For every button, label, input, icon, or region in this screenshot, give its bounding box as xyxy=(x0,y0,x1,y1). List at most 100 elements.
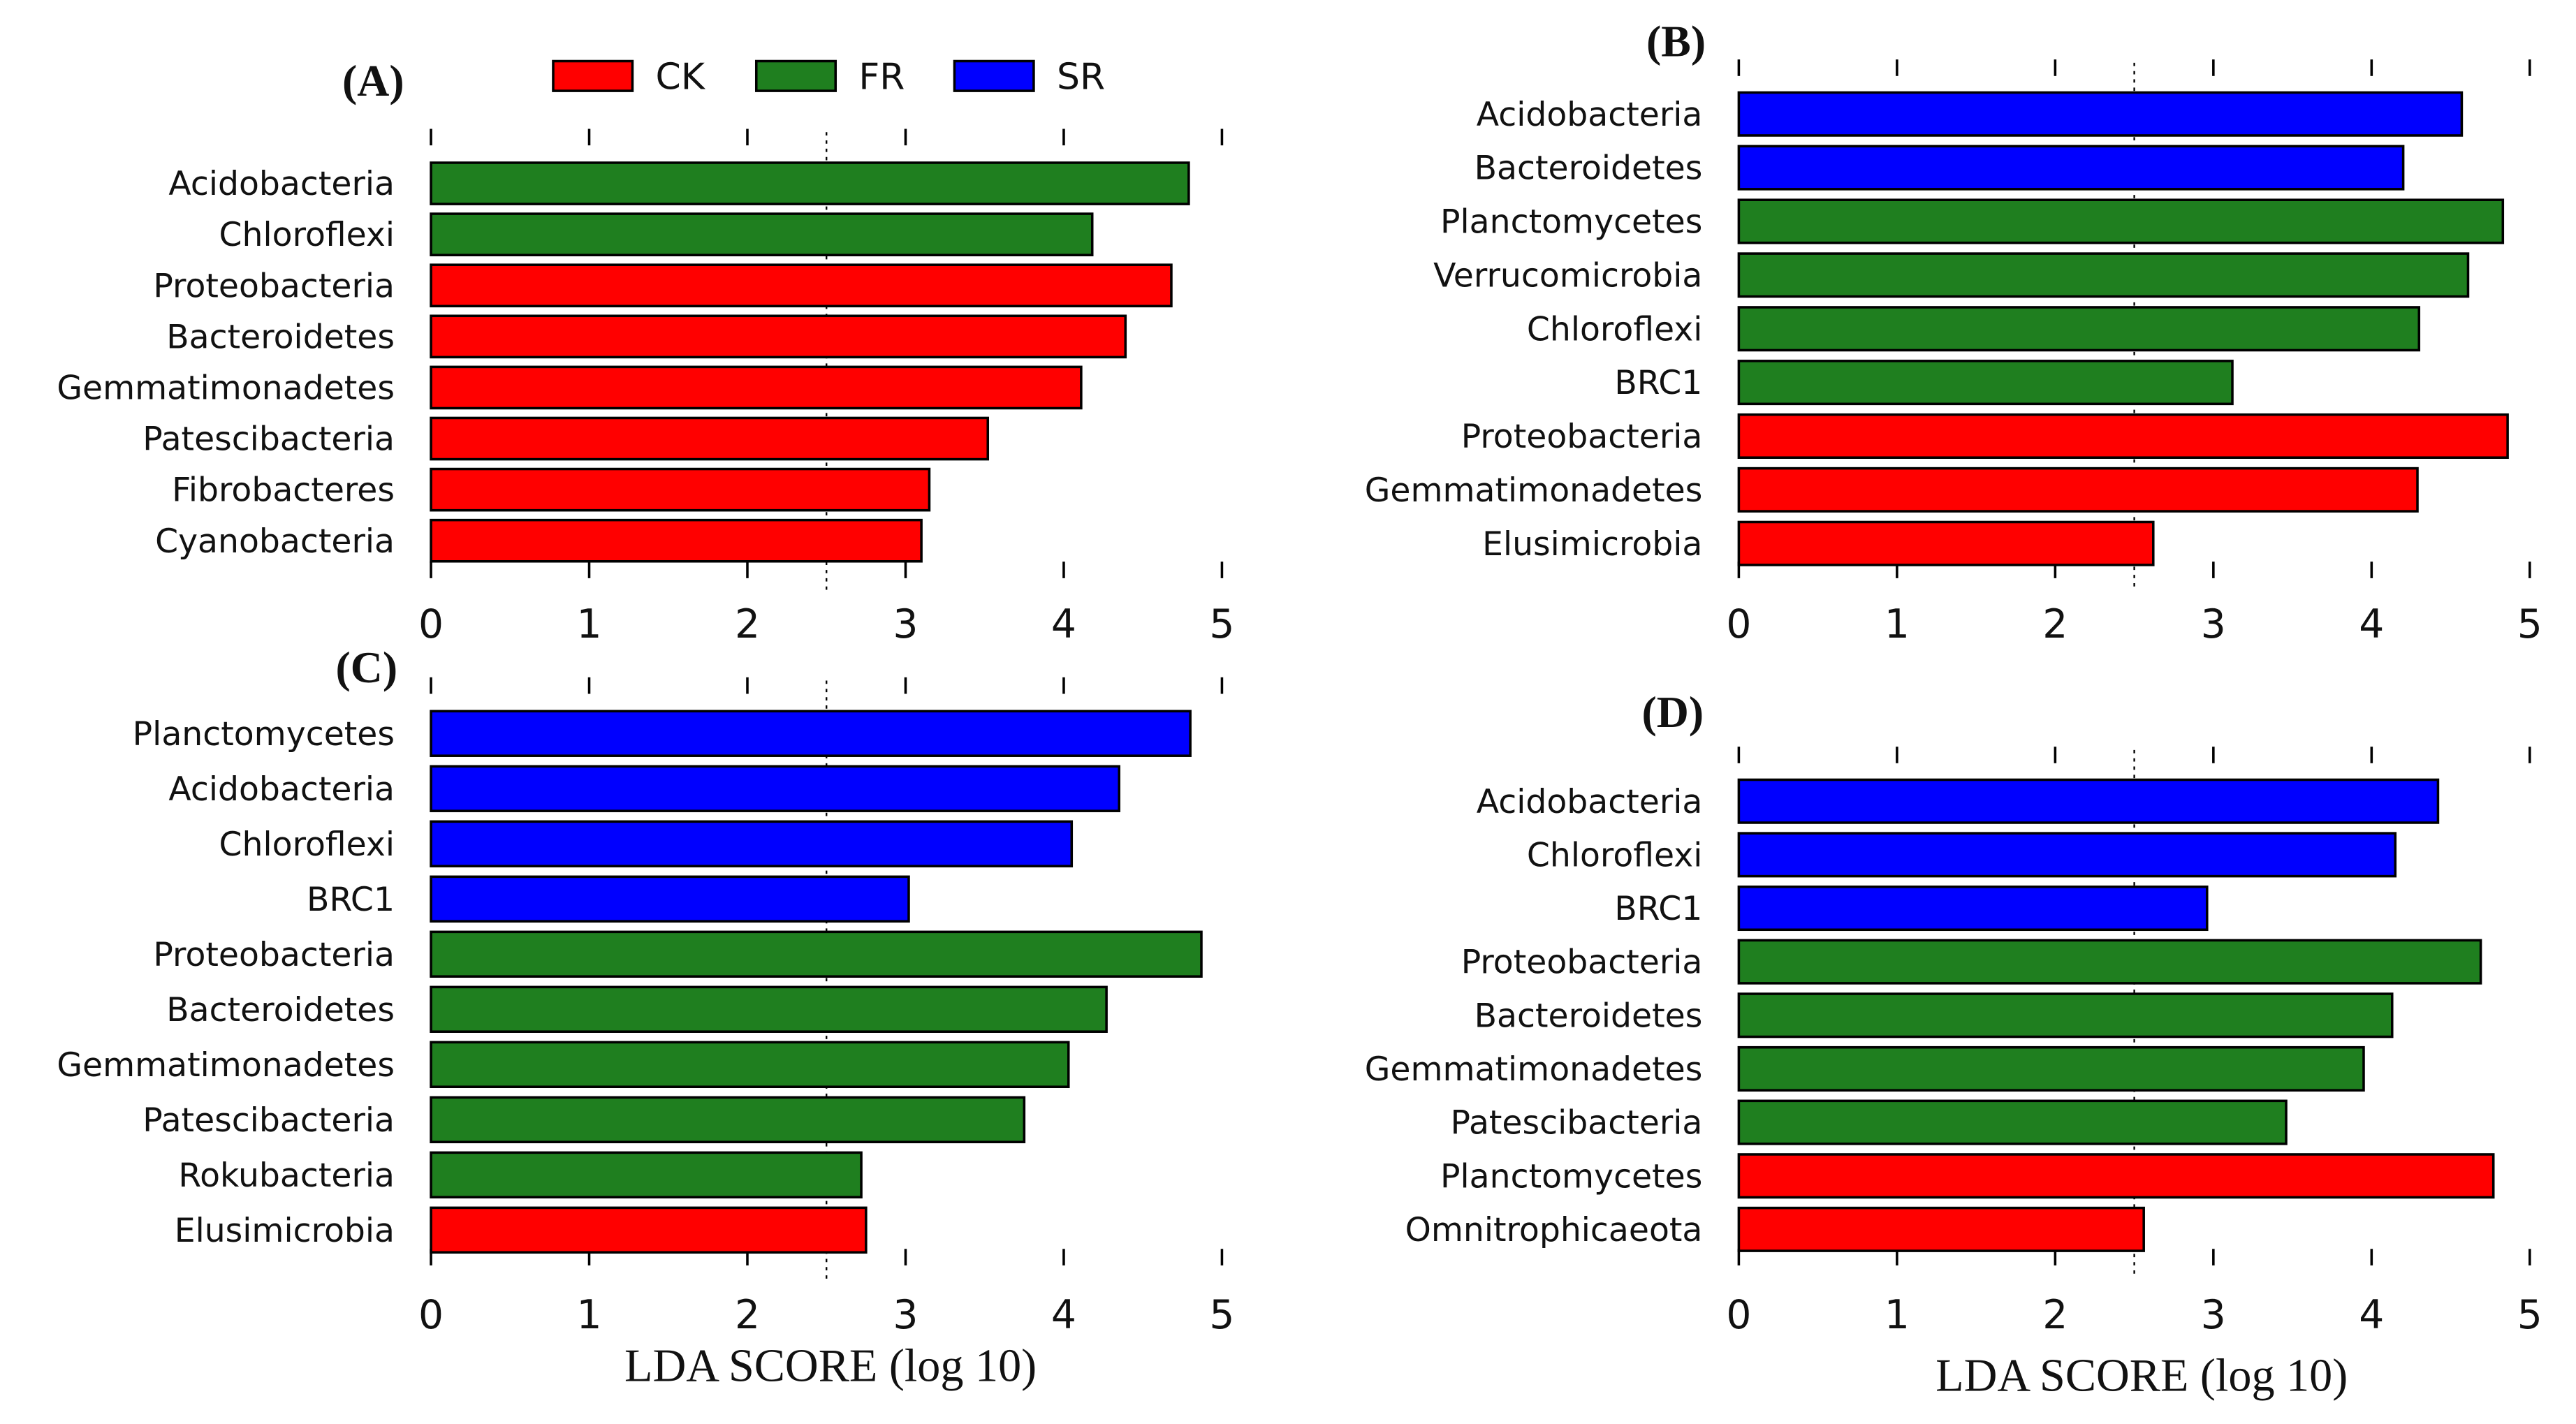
bar-patescibacteria xyxy=(430,416,990,461)
category-label: Elusimicrobia xyxy=(1482,525,1702,564)
x-tick-label: 0 xyxy=(418,601,444,647)
bar-planctomycetes xyxy=(1737,198,2505,244)
bar-proteobacteria xyxy=(1737,413,2509,459)
category-label: Cyanobacteria xyxy=(155,522,395,561)
bar-cyanobacteria xyxy=(430,518,923,563)
bar-elusimicrobia xyxy=(1737,520,2155,566)
legend-swatch-fr xyxy=(754,59,837,92)
x-tick-label: 4 xyxy=(2359,601,2384,647)
x-tick-label: 3 xyxy=(893,601,918,647)
bar-bacteroidetes xyxy=(1737,992,2394,1038)
category-label: Proteobacteria xyxy=(1461,418,1703,456)
category-label: Patescibacteria xyxy=(142,420,395,459)
x-tick-label: 3 xyxy=(893,1292,918,1338)
x-tick-label: 3 xyxy=(2201,601,2226,647)
category-label: BRC1 xyxy=(1614,364,1702,402)
x-tick-label: 4 xyxy=(1051,601,1076,647)
category-label: Chloroflexi xyxy=(1527,310,1702,348)
category-label: Fibrobacteres xyxy=(172,471,395,510)
bar-chloroflexi xyxy=(1737,306,2421,352)
category-label: Chloroflexi xyxy=(1527,836,1702,874)
x-tick-label: 0 xyxy=(1726,601,1751,647)
category-label: Gemmatimonadetes xyxy=(1365,471,1703,510)
bar-proteobacteria xyxy=(430,930,1203,978)
category-label: Acidobacteria xyxy=(1477,783,1703,821)
bar-patescibacteria xyxy=(430,1096,1026,1143)
x-tick-label: 0 xyxy=(1726,1292,1751,1338)
category-label: Planctomycetes xyxy=(133,715,395,754)
category-label: Verrucomicrobia xyxy=(1433,256,1702,295)
legend-label-ck: CK xyxy=(656,57,706,98)
bar-brc1 xyxy=(1737,885,2209,932)
bar-rokubacteria xyxy=(430,1151,863,1199)
category-label: BRC1 xyxy=(307,881,395,919)
x-tick-label: 5 xyxy=(2517,601,2542,647)
category-label: Chloroflexi xyxy=(219,825,395,864)
bar-verrucomicrobia xyxy=(1737,252,2470,298)
category-label: Patescibacteria xyxy=(1451,1104,1703,1143)
x-tick-label: 1 xyxy=(576,1292,601,1338)
bar-bacteroidetes xyxy=(430,314,1127,359)
category-label: Chloroflexi xyxy=(219,216,395,254)
bar-acidobacteria xyxy=(1737,91,2464,137)
x-tick-label: 4 xyxy=(1051,1292,1076,1338)
category-label: Gemmatimonadetes xyxy=(1365,1050,1703,1089)
panel-title: (D) xyxy=(1642,687,1704,737)
category-label: Proteobacteria xyxy=(153,936,395,974)
bar-acidobacteria xyxy=(430,765,1120,812)
bar-planctomycetes xyxy=(430,710,1192,757)
legend-label-fr: FR xyxy=(858,57,905,98)
x-tick-label: 1 xyxy=(1885,1292,1910,1338)
panel-title: (B) xyxy=(1646,16,1706,66)
legend: CK FR SR xyxy=(552,57,1105,98)
category-label: Proteobacteria xyxy=(153,267,395,305)
x-tick-label: 1 xyxy=(576,601,601,647)
category-label: Planctomycetes xyxy=(1440,203,1702,242)
category-label: Bacteroidetes xyxy=(1474,997,1703,1035)
panel-c: (C) 0 1 2 3 4 5 Planctomycetes Acidobacteria Chlo… xyxy=(57,643,1234,1392)
category-label: BRC1 xyxy=(1614,890,1702,928)
category-label: Omnitrophicaeota xyxy=(1405,1211,1703,1249)
x-tick-label: 5 xyxy=(1209,601,1234,647)
bar-bacteroidetes xyxy=(1737,145,2405,191)
category-label: Bacteroidetes xyxy=(166,991,395,1029)
category-label: Gemmatimonadetes xyxy=(57,369,395,407)
bar-gemmatimonadetes xyxy=(430,1041,1070,1088)
x-tick-label: 3 xyxy=(2201,1292,2226,1338)
bar-proteobacteria xyxy=(1737,939,2482,985)
category-label: Bacteroidetes xyxy=(1474,149,1703,188)
bar-gemmatimonadetes xyxy=(1737,1045,2365,1092)
bar-elusimicrobia xyxy=(430,1206,868,1254)
bar-brc1 xyxy=(430,875,910,923)
bar-chloroflexi xyxy=(1737,832,2397,878)
bar-fibrobacteres xyxy=(430,467,931,512)
panel-d: (D) 0 1 2 3 4 5 Acidobacteria Chloroflexi BRC1 Pro… xyxy=(1365,687,2542,1402)
category-label: Proteobacteria xyxy=(1461,944,1703,982)
category-label: Acidobacteria xyxy=(168,165,395,203)
x-tick-label: 5 xyxy=(1209,1292,1234,1338)
x-tick-label: 2 xyxy=(735,601,760,647)
legend-swatch-sr xyxy=(953,59,1035,92)
bar-planctomycetes xyxy=(1737,1153,2495,1199)
panel-a: (A) 0 1 2 3 4 5 Acidobacteria Chloroflexi Proteob… xyxy=(57,56,1234,647)
x-axis-title: LDA SCORE (log 10) xyxy=(1935,1351,2348,1402)
category-label: Elusimicrobia xyxy=(175,1212,395,1250)
x-tick-label: 0 xyxy=(418,1292,444,1338)
bar-patescibacteria xyxy=(1737,1099,2288,1145)
bar-bacteroidetes xyxy=(430,985,1108,1033)
panel-title: (A) xyxy=(342,56,404,105)
category-label: Acidobacteria xyxy=(1477,96,1703,134)
x-tick-label: 1 xyxy=(1885,601,1910,647)
bar-brc1 xyxy=(1737,360,2234,406)
bar-chloroflexi xyxy=(430,212,1094,256)
x-axis-title: LDA SCORE (log 10) xyxy=(624,1340,1037,1391)
bar-gemmatimonadetes xyxy=(430,365,1083,410)
x-tick-label: 5 xyxy=(2517,1292,2542,1338)
category-label: Bacteroidetes xyxy=(166,318,395,356)
x-tick-label: 2 xyxy=(735,1292,760,1338)
category-label: Rokubacteria xyxy=(178,1157,395,1195)
legend-label-sr: SR xyxy=(1057,57,1105,98)
bar-chloroflexi xyxy=(430,820,1074,867)
